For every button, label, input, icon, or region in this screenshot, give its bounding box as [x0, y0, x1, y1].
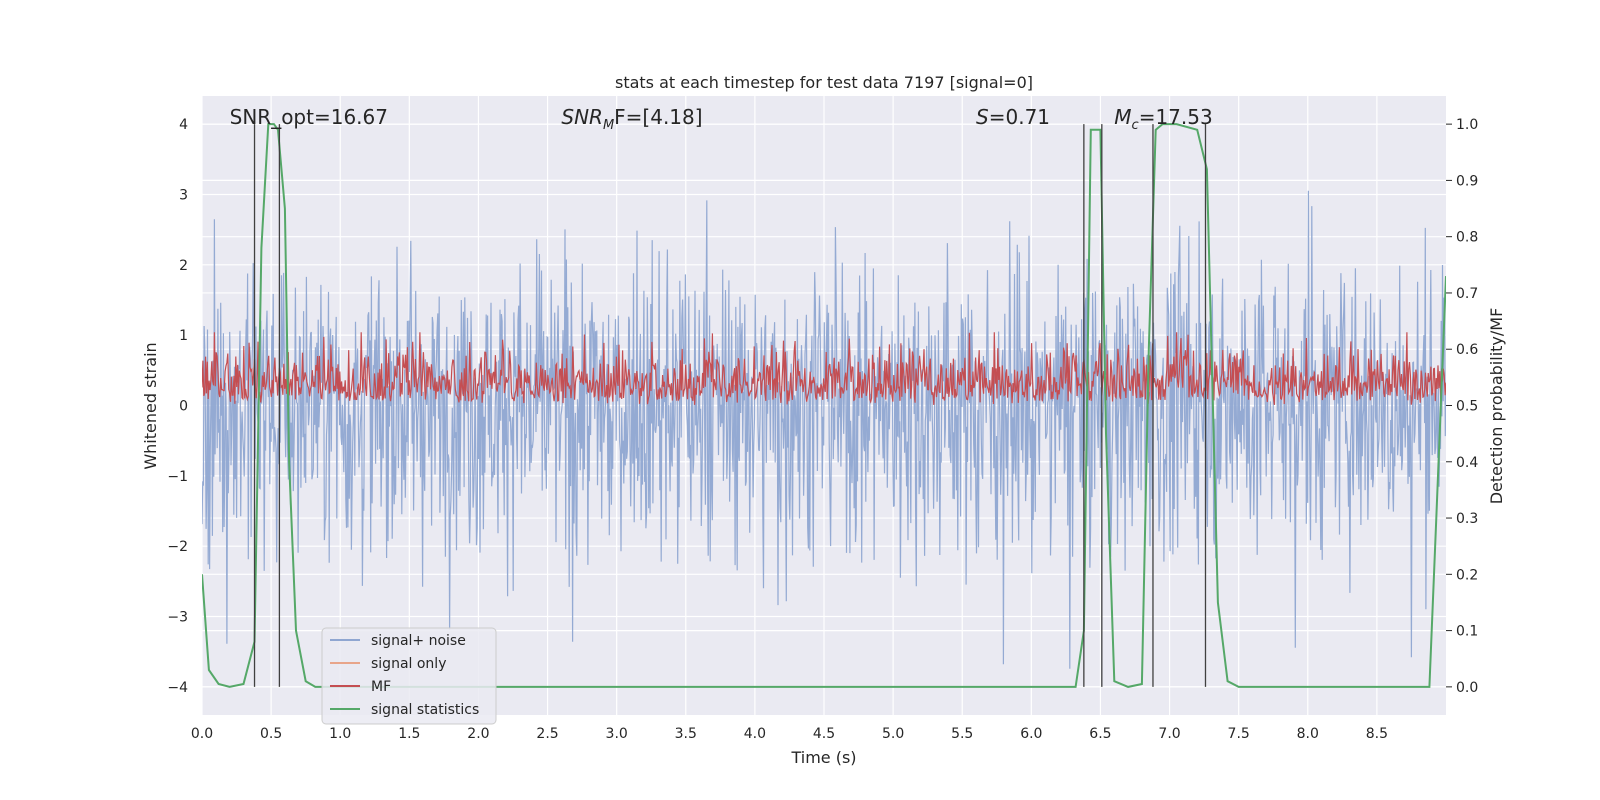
- x-tick-label-0: 0.0: [191, 726, 213, 742]
- x-tick-label-12: 6.0: [1020, 726, 1042, 742]
- series-layer: [202, 123, 1446, 688]
- y-right-tick-label-0: 0.0: [1456, 680, 1478, 696]
- annotation-snr-mf: SNRMF=[4.18]: [561, 105, 702, 133]
- x-tick-label-9: 4.5: [813, 726, 835, 742]
- annotation-snr-opt: SNR_opt=16.67: [230, 105, 388, 129]
- annotation-mc: Mc=17.53: [1114, 105, 1212, 133]
- y-tick-label-0: −4: [167, 680, 188, 696]
- series-signal-statistics: [202, 123, 1446, 688]
- y-tick-label-7: 3: [179, 187, 188, 203]
- x-tick-label-15: 7.5: [1228, 726, 1250, 742]
- x-tick-label-6: 3.0: [606, 726, 628, 742]
- x-tick-label-14: 7.0: [1158, 726, 1180, 742]
- x-tick-label-2: 1.0: [329, 726, 351, 742]
- x-tick-label-10: 5.0: [882, 726, 904, 742]
- y-tick-label-2: −2: [167, 539, 188, 555]
- x-tick-label-17: 8.5: [1366, 726, 1388, 742]
- y-axis-label: Whitened strain: [141, 342, 160, 469]
- y-right-tick-label-8: 0.8: [1456, 230, 1478, 246]
- y-tick-label-6: 2: [179, 258, 188, 274]
- x-tick-label-11: 5.5: [951, 726, 973, 742]
- y-right-tick-label-1: 0.1: [1456, 624, 1478, 640]
- legend-label-signal-statistics: signal statistics: [371, 702, 479, 718]
- y-right-tick-label-7: 0.7: [1456, 286, 1478, 302]
- y-right-tick-label-6: 0.6: [1456, 342, 1478, 358]
- y-right-tick-label-9: 0.9: [1456, 173, 1478, 189]
- y-right-axis-ticks: 0.0 0.1 0.2 0.3 0.4 0.5 0.6 0.7 0.8 0.9 1.0: [1446, 117, 1478, 696]
- y-tick-label-1: −3: [167, 610, 188, 626]
- legend-label-mf: MF: [371, 679, 391, 695]
- series-mf: [202, 332, 1446, 405]
- annotations: SNR_opt=16.67 SNRMF=[4.18] S=0.71 Mc=17.…: [230, 105, 1213, 133]
- y-right-tick-label-10: 1.0: [1456, 117, 1478, 133]
- y-tick-label-4: 0: [179, 399, 188, 415]
- x-tick-label-7: 3.5: [675, 726, 697, 742]
- x-tick-label-4: 2.0: [467, 726, 489, 742]
- legend-label-signal-only: signal only: [371, 656, 446, 672]
- y-tick-label-8: 4: [179, 117, 188, 133]
- x-tick-label-16: 8.0: [1297, 726, 1319, 742]
- y-right-tick-label-2: 0.2: [1456, 567, 1478, 583]
- vertical-markers: [253, 124, 1207, 687]
- x-axis-ticks: 0.0 0.5 1.0 1.5 2.0 2.5 3.0 3.5 4.0 4.5 5.0 5.5 6.0 6…: [191, 726, 1388, 742]
- x-tick-label-8: 4.0: [744, 726, 766, 742]
- y-right-tick-label-3: 0.3: [1456, 511, 1478, 527]
- annotation-s: S=0.71: [976, 105, 1050, 129]
- y-tick-label-5: 1: [179, 328, 188, 344]
- legend: signal+ noise signal only MF signal stat…: [321, 627, 497, 725]
- legend-box: [321, 627, 497, 725]
- x-tick-label-3: 1.5: [398, 726, 420, 742]
- y-right-tick-label-5: 0.5: [1456, 399, 1478, 415]
- y-axis-ticks: −4 −3 −2 −1 0 1 2 3 4: [167, 117, 188, 696]
- x-tick-label-13: 6.5: [1089, 726, 1111, 742]
- chart-title: stats at each timestep for test data 719…: [615, 73, 1033, 92]
- y-right-axis-label: Detection probability/MF: [1487, 308, 1506, 505]
- x-axis-label: Time (s): [790, 748, 856, 767]
- y-right-tick-label-4: 0.4: [1456, 455, 1478, 471]
- x-tick-label-5: 2.5: [536, 726, 558, 742]
- y-tick-label-3: −1: [167, 469, 188, 485]
- legend-label-signal-noise: signal+ noise: [371, 633, 466, 649]
- x-tick-label-1: 0.5: [260, 726, 282, 742]
